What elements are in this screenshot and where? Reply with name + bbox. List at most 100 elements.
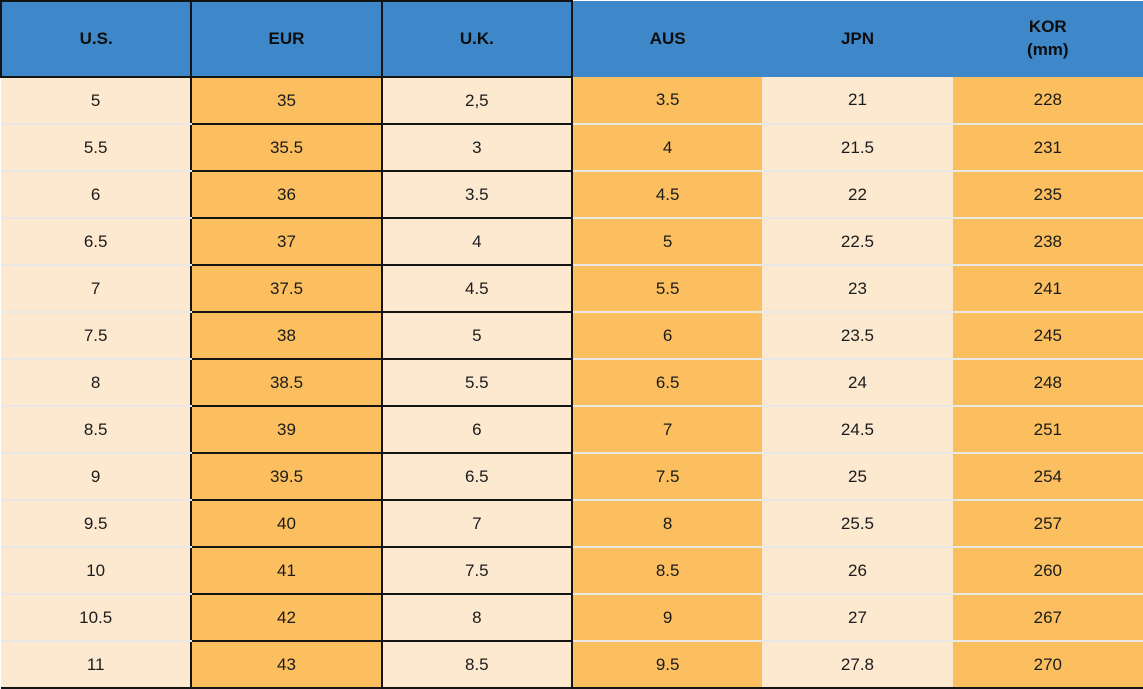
cell-aus: 9 [571, 594, 763, 642]
table-row: 8 38.5 5.5 6.5 24 248 [1, 359, 1143, 407]
table-row: 7.5 38 5 6 23.5 245 [1, 312, 1143, 360]
cell-us: 8.5 [1, 406, 192, 454]
cell-kor: 257 [952, 500, 1143, 548]
cell-kor: 228 [952, 77, 1143, 125]
cell-aus: 4.5 [571, 171, 763, 219]
cell-jpn: 22.5 [762, 218, 953, 266]
cell-jpn: 23.5 [762, 312, 953, 360]
cell-jpn: 24.5 [762, 406, 953, 454]
cell-eur: 38 [190, 312, 383, 360]
cell-aus: 8.5 [571, 547, 763, 595]
table-row: 11 43 8.5 9.5 27.8 270 [1, 641, 1143, 689]
cell-eur: 35 [190, 77, 383, 125]
cell-uk: 4 [381, 218, 573, 266]
cell-jpn: 22 [762, 171, 953, 219]
cell-kor: 231 [952, 124, 1143, 172]
cell-us: 6.5 [1, 218, 192, 266]
cell-us: 7 [1, 265, 192, 313]
cell-aus: 5 [571, 218, 763, 266]
cell-jpn: 23 [762, 265, 953, 313]
cell-kor: 235 [952, 171, 1143, 219]
cell-aus: 8 [571, 500, 763, 548]
cell-us: 9.5 [1, 500, 192, 548]
cell-us: 11 [1, 641, 192, 689]
cell-eur: 41 [190, 547, 383, 595]
cell-aus: 6.5 [571, 359, 763, 407]
cell-uk: 6 [381, 406, 573, 454]
cell-us: 10 [1, 547, 192, 595]
cell-uk: 6.5 [381, 453, 573, 501]
cell-kor: 238 [952, 218, 1143, 266]
header-label-uk: U.K. [459, 28, 494, 48]
cell-kor: 267 [952, 594, 1143, 642]
header-cell-jpn: JPN [762, 1, 953, 77]
table-row: 6 36 3.5 4.5 22 235 [1, 171, 1143, 219]
table-row: 7 37.5 4.5 5.5 23 241 [1, 265, 1143, 313]
cell-uk: 5.5 [381, 359, 573, 407]
header-cell-eur: EUR [190, 0, 383, 78]
header-cell-kor: KOR (mm) [952, 1, 1143, 77]
cell-kor: 251 [952, 406, 1143, 454]
cell-jpn: 21 [762, 77, 953, 125]
cell-eur: 43 [190, 641, 383, 689]
header-label-aus: AUS [649, 28, 686, 48]
cell-us: 10.5 [1, 594, 192, 642]
header-sublabel-kor: (mm) [1027, 40, 1069, 59]
table-row: 9 39.5 6.5 7.5 25 254 [1, 453, 1143, 501]
cell-uk: 5 [381, 312, 573, 360]
cell-uk: 7.5 [381, 547, 573, 595]
header-label-eur: EUR [268, 28, 305, 48]
header-cell-us: U.S. [0, 0, 192, 78]
cell-eur: 42 [190, 594, 383, 642]
cell-jpn: 21.5 [762, 124, 953, 172]
cell-us: 6 [1, 171, 192, 219]
cell-uk: 8 [381, 594, 573, 642]
cell-eur: 37 [190, 218, 383, 266]
cell-us: 8 [1, 359, 192, 407]
cell-uk: 8.5 [381, 641, 573, 689]
cell-uk: 7 [381, 500, 573, 548]
table-row: 9.5 40 7 8 25.5 257 [1, 500, 1143, 548]
cell-jpn: 25 [762, 453, 953, 501]
cell-jpn: 27 [762, 594, 953, 642]
cell-kor: 260 [952, 547, 1143, 595]
cell-eur: 40 [190, 500, 383, 548]
header-cell-aus: AUS [571, 1, 763, 77]
cell-kor: 254 [952, 453, 1143, 501]
cell-eur: 35.5 [190, 124, 383, 172]
cell-eur: 37.5 [190, 265, 383, 313]
table-row: 10.5 42 8 9 27 267 [1, 594, 1143, 642]
header-label-us: U.S. [79, 28, 113, 48]
cell-us: 5 [1, 77, 192, 125]
cell-jpn: 27.8 [762, 641, 953, 689]
cell-us: 5.5 [1, 124, 192, 172]
table-row: 8.5 39 6 7 24.5 251 [1, 406, 1143, 454]
table-body: 5 35 2,5 3.5 21 228 5.5 35.5 3 4 21.5 231 6 36 3.5 4.5 2… [1, 77, 1143, 689]
cell-kor: 241 [952, 265, 1143, 313]
cell-aus: 7.5 [571, 453, 763, 501]
cell-kor: 245 [952, 312, 1143, 360]
header-label-kor: KOR [1028, 17, 1067, 37]
cell-eur: 38.5 [190, 359, 383, 407]
cell-aus: 9.5 [571, 641, 763, 689]
cell-jpn: 24 [762, 359, 953, 407]
cell-uk: 2,5 [381, 77, 573, 125]
table-row: 10 41 7.5 8.5 26 260 [1, 547, 1143, 595]
cell-aus: 6 [571, 312, 763, 360]
cell-us: 9 [1, 453, 192, 501]
table-row: 5.5 35.5 3 4 21.5 231 [1, 124, 1143, 172]
cell-kor: 270 [952, 641, 1143, 689]
cell-kor: 248 [952, 359, 1143, 407]
cell-uk: 4.5 [381, 265, 573, 313]
cell-eur: 39 [190, 406, 383, 454]
cell-jpn: 25.5 [762, 500, 953, 548]
cell-uk: 3 [381, 124, 573, 172]
header-row: U.S. EUR U.K. AUS JPN KOR (mm) [0, 0, 1143, 78]
cell-uk: 3.5 [381, 171, 573, 219]
header-cell-uk: U.K. [381, 0, 573, 78]
header-label-jpn: JPN [840, 28, 875, 48]
cell-us: 7.5 [1, 312, 192, 360]
table-row: 5 35 2,5 3.5 21 228 [1, 77, 1143, 125]
table-row: 6.5 37 4 5 22.5 238 [1, 218, 1143, 266]
